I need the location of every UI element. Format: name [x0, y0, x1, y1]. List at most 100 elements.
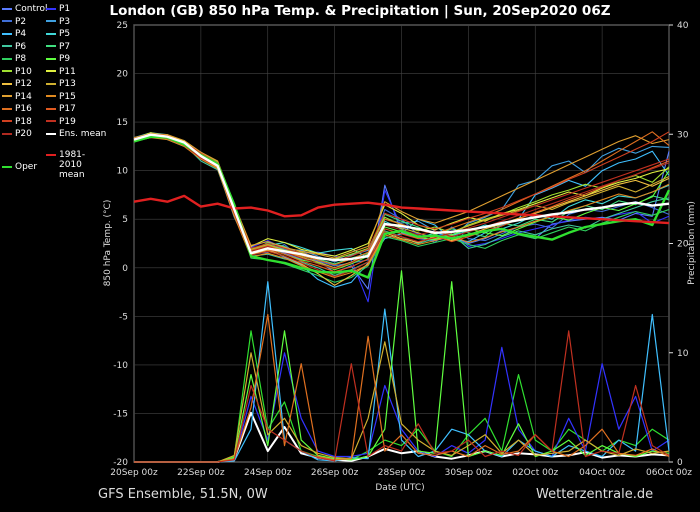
temp-series-p15 — [133, 137, 670, 279]
legend-label: Control — [15, 4, 48, 14]
legend-label: P9 — [59, 54, 71, 64]
legend-label: P3 — [59, 16, 71, 27]
x-tick-label: 28Sep 00z — [378, 468, 426, 478]
legend-label: P14 — [15, 91, 32, 102]
legend-label: P18 — [15, 116, 32, 127]
legend-label: 1981-2010 mean — [59, 150, 86, 180]
legend-item-p16: P16 — [2, 104, 32, 114]
legend-item-p2: P2 — [2, 17, 26, 27]
legend-label: P16 — [15, 104, 32, 114]
x-tick-label: 30Sep 00z — [445, 468, 493, 478]
legend-item-p7: P7 — [46, 42, 70, 52]
y2-axis-label: Precipitation (mm) — [687, 201, 697, 285]
legend-label: P6 — [15, 41, 27, 52]
legend-label: Oper — [15, 162, 38, 172]
legend-label: P1 — [59, 4, 71, 14]
legend-item-p1: P1 — [46, 4, 70, 14]
x-axis-label: Date (UTC) — [375, 483, 424, 493]
legend-swatch — [46, 82, 56, 85]
y-tick-label: -20 — [113, 458, 128, 468]
y-axis-label: 850 hPa Temp. (°C) — [103, 200, 113, 287]
legend-item-p3: P3 — [46, 17, 70, 27]
legend-label: P20 — [15, 129, 32, 139]
x-tick-label: 24Sep 00z — [244, 468, 292, 478]
legend-item-p20: P20 — [2, 129, 32, 139]
y2-tick-label: 20 — [677, 240, 689, 250]
legend-swatch — [46, 7, 56, 10]
x-tick-label: 26Sep 00z — [311, 468, 359, 478]
legend-label: P5 — [59, 29, 71, 39]
legend-swatch — [46, 70, 56, 72]
legend-item-oper: Oper — [2, 162, 37, 172]
legend-swatch — [46, 57, 56, 60]
legend-label: P8 — [15, 54, 27, 64]
legend-swatch — [2, 107, 12, 110]
legend-item-ens-mean: Ens. mean — [46, 129, 106, 139]
legend-item-p13: P13 — [46, 79, 76, 89]
legend-item-p15: P15 — [46, 92, 76, 102]
x-tick-label: 02Oct 00z — [512, 468, 558, 478]
legend-swatch — [46, 45, 56, 47]
legend-item-p18: P18 — [2, 117, 32, 127]
y-tick-label: -15 — [113, 409, 128, 419]
temp-series-1981-2010-mean — [133, 194, 670, 225]
legend-swatch — [2, 45, 12, 47]
legend-item-p17: P17 — [46, 104, 76, 114]
legend-label: P2 — [15, 16, 27, 27]
legend-item-p12: P12 — [2, 79, 32, 89]
y-tick-label: -10 — [113, 361, 128, 371]
legend-item-p14: P14 — [2, 92, 32, 102]
legend-label: P15 — [59, 91, 76, 102]
legend-item-1981-2010-mean: 1981-2010 mean — [46, 150, 107, 180]
x-tick-label: 20Sep 00z — [110, 468, 158, 478]
y-tick-label: 0 — [122, 264, 128, 274]
legend-item-p4: P4 — [2, 29, 26, 39]
legend-label: P11 — [59, 66, 76, 77]
legend-swatch — [46, 153, 56, 156]
legend-label: P13 — [59, 79, 76, 89]
x-tick-label: 06Oct 00z — [646, 468, 692, 478]
legend-item-p8: P8 — [2, 54, 26, 64]
legend-swatch — [46, 95, 56, 97]
legend-swatch — [2, 132, 12, 135]
legend-item-p10: P10 — [2, 67, 32, 77]
footer-left: GFS Ensemble, 51.5N, 0W — [98, 487, 268, 502]
legend-swatch — [2, 120, 12, 122]
x-tick-label: 04Oct 00z — [579, 468, 625, 478]
y2-tick-label: 30 — [677, 130, 689, 140]
legend-item-control: Control — [2, 4, 48, 14]
y-tick-label: 20 — [117, 70, 129, 80]
precip-series-p13 — [134, 341, 670, 463]
legend-item-p19: P19 — [46, 117, 76, 127]
x-tick-label: 22Sep 00z — [177, 468, 225, 478]
y-tick-label: 15 — [117, 118, 128, 128]
legend-label: Ens. mean — [59, 129, 107, 139]
y2-axis-ticks: 0 10 20 30 40 — [669, 21, 689, 468]
legend-swatch — [2, 70, 12, 72]
legend-swatch — [46, 120, 56, 122]
y2-tick-label: 10 — [677, 349, 689, 359]
legend-label: P17 — [59, 104, 76, 114]
legend-swatch — [46, 32, 56, 35]
legend-swatch — [2, 95, 12, 97]
precip-lines — [134, 270, 670, 463]
legend-swatch — [46, 20, 56, 22]
legend-label: P10 — [15, 66, 32, 77]
legend-swatch — [46, 132, 56, 135]
chart-title: London (GB) 850 hPa Temp. & Precipitatio… — [109, 3, 610, 19]
legend-swatch — [2, 57, 12, 60]
y2-tick-label: 0 — [677, 458, 683, 468]
legend-swatch — [2, 32, 12, 35]
y-tick-label: 25 — [117, 21, 128, 31]
legend-swatch — [2, 165, 12, 168]
legend-label: P7 — [59, 41, 71, 52]
legend-item-p6: P6 — [2, 42, 26, 52]
legend-item-p11: P11 — [46, 67, 76, 77]
legend-label: P4 — [15, 29, 27, 39]
footer-right: Wetterzentrale.de — [536, 487, 654, 502]
y-tick-label: 10 — [117, 167, 129, 177]
temperature-lines — [133, 131, 671, 303]
legend-item-p9: P9 — [46, 54, 70, 64]
precip-series-p19 — [134, 330, 670, 463]
legend-label: P19 — [59, 116, 76, 127]
